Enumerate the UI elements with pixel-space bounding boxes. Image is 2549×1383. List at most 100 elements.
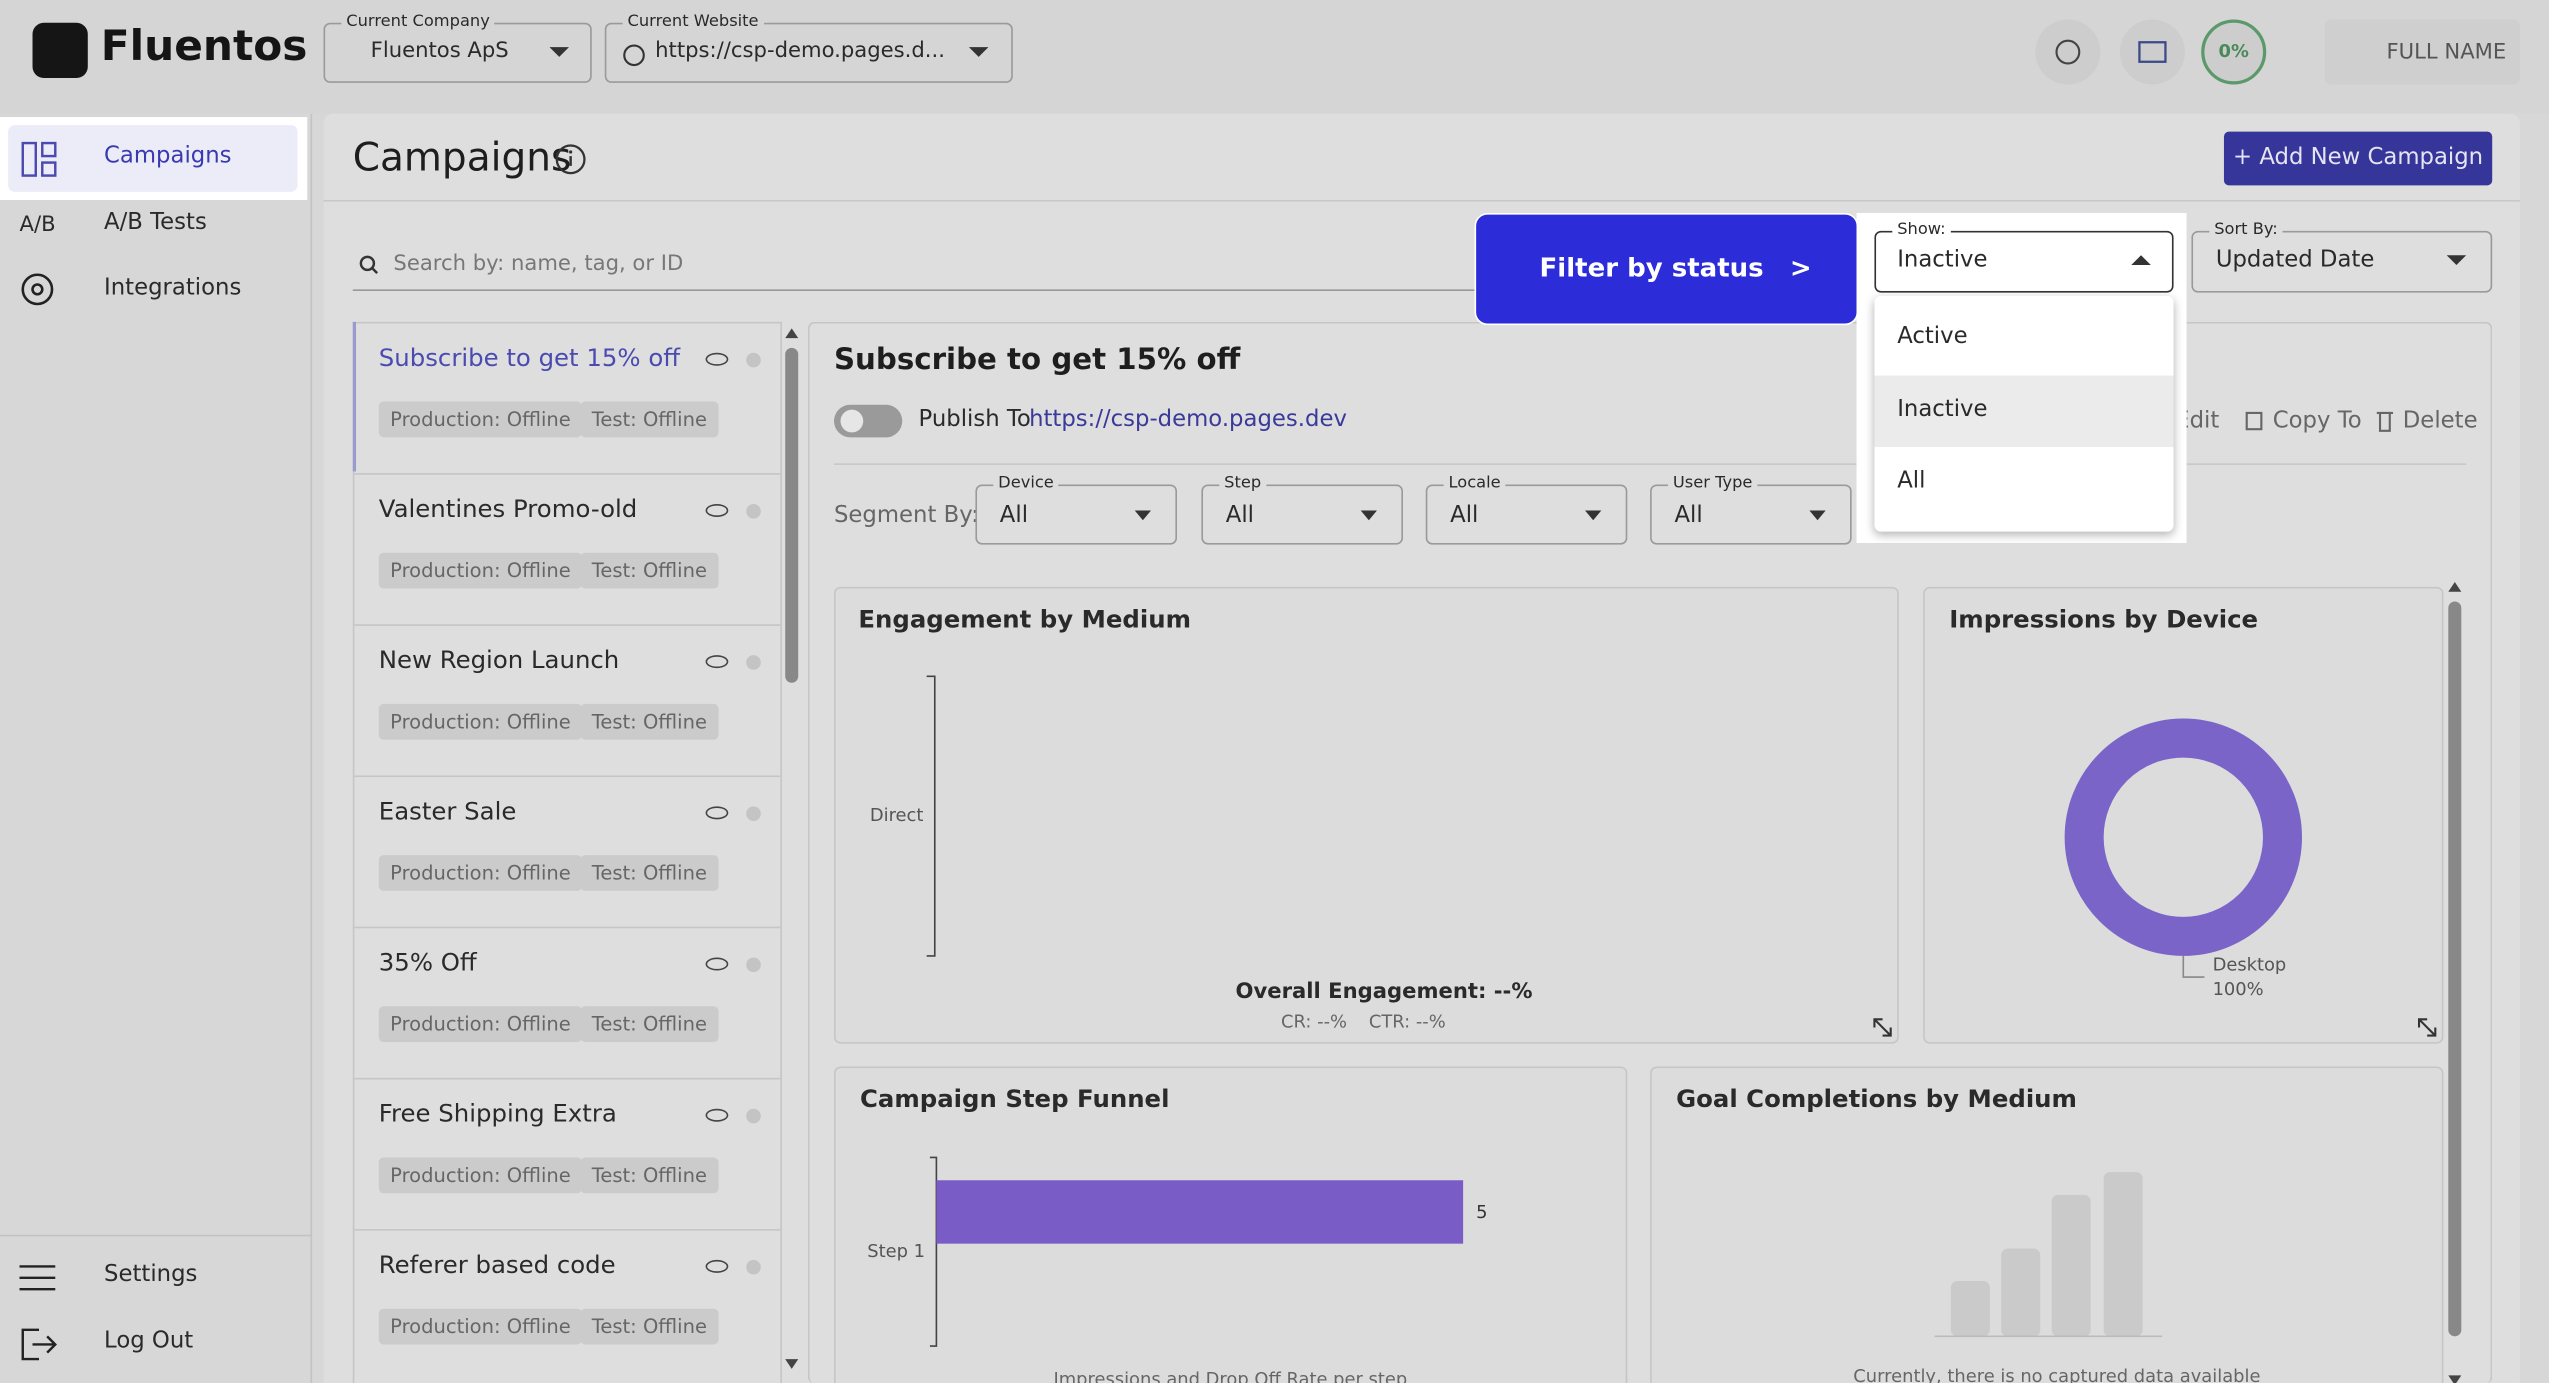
nav-icons <box>0 141 313 1361</box>
status-chip: Test: Offline <box>580 855 719 891</box>
company: Fluentos ApS <box>370 39 509 64</box>
detail-title: Subscribe to get 15% off <box>833 343 1241 378</box>
ctr: CTR: --% <box>1368 1011 1446 1033</box>
copy-action[interactable]: Copy To <box>2272 408 2362 435</box>
user[interactable]: FULL NAME <box>2386 40 2507 66</box>
search-placeholder: Search by: name, tag, or ID <box>393 251 684 277</box>
eye-icon <box>705 957 729 971</box>
cr: CR: --% <box>1281 1011 1348 1033</box>
search-icon <box>359 255 379 274</box>
sidebar <box>0 113 313 1383</box>
engagement-title: Engagement by Medium <box>858 604 1192 635</box>
campaign-name[interactable]: Valentines Promo-old <box>378 494 638 524</box>
nav-item[interactable]: Settings <box>104 1261 198 1288</box>
campaign-list <box>352 321 782 1383</box>
logo: Fluentos <box>100 22 308 72</box>
slice-value: 100% <box>2213 979 2264 1000</box>
campaign-name[interactable]: Subscribe to get 15% off <box>378 343 681 373</box>
nav-item[interactable]: Campaigns <box>104 143 232 170</box>
goals-empty: Currently, there is no captured data ava… <box>1853 1365 2261 1383</box>
company-label: Current Company <box>341 13 495 31</box>
divider <box>833 463 2467 465</box>
segment-select[interactable] <box>1201 484 1403 545</box>
status-chip: Production: Offline <box>378 552 583 589</box>
axis <box>926 675 936 957</box>
action-icons <box>2245 411 2394 432</box>
status-chip: Production: Offline <box>378 1308 583 1345</box>
show-select[interactable] <box>1874 230 2174 293</box>
logo-icon <box>32 22 88 79</box>
eye-icon <box>705 352 729 366</box>
website-select[interactable] <box>604 22 1013 83</box>
slice-label: Desktop <box>2213 955 2287 976</box>
campaign-name[interactable]: 35% Off <box>378 947 477 978</box>
show-value: Inactive <box>1897 247 1988 274</box>
delete-action[interactable]: Delete <box>2402 408 2478 435</box>
segment-select[interactable] <box>1425 484 1628 545</box>
status-dot <box>746 957 761 973</box>
category-label: Direct <box>870 805 924 826</box>
ab-icon: A/B <box>19 212 56 238</box>
website: https://csp-demo.pages.d... <box>655 39 945 64</box>
status-chip: Test: Offline <box>580 1308 719 1345</box>
separator <box>354 926 781 929</box>
status-chip: Test: Offline <box>580 552 719 589</box>
show-option[interactable]: Inactive <box>1897 396 1988 423</box>
nav-item[interactable]: A/B Tests <box>104 209 207 236</box>
status-chip: Production: Offline <box>378 1006 583 1043</box>
sort-caret <box>2446 255 2467 265</box>
active-marker <box>352 321 357 472</box>
device-title: Impressions by Device <box>1949 604 2259 635</box>
tooltip-arrow[interactable]: > <box>1789 251 1812 283</box>
info-icon <box>555 144 586 175</box>
campaign-name[interactable]: Referer based code <box>378 1250 616 1280</box>
search[interactable] <box>352 244 1475 292</box>
nav-active <box>8 125 298 192</box>
publish-toggle[interactable] <box>833 403 906 439</box>
status-dot <box>746 352 761 368</box>
funnel-title: Campaign Step Funnel <box>859 1084 1170 1114</box>
list-scrollbar <box>785 328 799 1369</box>
segment-label: Step <box>1219 474 1267 493</box>
campaign-name[interactable]: Free Shipping Extra <box>378 1098 617 1129</box>
tooltip[interactable] <box>1474 212 1859 326</box>
funnel-xlabel: Impressions and Drop Off Rate per step <box>1053 1368 1408 1383</box>
segment-value: All <box>1225 502 1254 529</box>
tooltip-text: Filter by status <box>1539 251 1764 283</box>
option-hover <box>1874 375 2174 448</box>
status-chip: Production: Offline <box>378 1157 583 1194</box>
website-label: Current Website <box>622 13 764 31</box>
sort-select[interactable] <box>2191 230 2493 293</box>
publish-url[interactable]: https://csp-demo.pages.dev <box>1029 406 1347 433</box>
overall-engagement: Overall Engagement: --% <box>1235 980 1533 1005</box>
funnel-bar <box>936 1180 1464 1244</box>
segment-select[interactable] <box>975 484 1178 545</box>
nav-item[interactable]: Integrations <box>104 274 242 301</box>
segment-caret <box>1809 510 1826 521</box>
eye-icon <box>705 1108 729 1122</box>
segment-label: Segment By: <box>833 502 979 529</box>
status-dot <box>746 1108 761 1124</box>
separator <box>354 775 781 778</box>
nav-item[interactable]: Log Out <box>104 1328 194 1355</box>
status-chip: Test: Offline <box>580 703 719 740</box>
eye-icon <box>705 655 729 669</box>
segment-label: Device <box>993 474 1059 493</box>
goals-title: Goal Completions by Medium <box>1676 1084 2077 1114</box>
status-dot <box>746 806 761 821</box>
segment-caret <box>1134 510 1151 521</box>
add-button[interactable]: + Add New Campaign <box>2223 131 2493 186</box>
show-option[interactable]: Active <box>1897 323 1968 350</box>
leader-line <box>2182 955 2205 978</box>
campaign-name[interactable]: Easter Sale <box>378 796 517 826</box>
sort-value: Updated Date <box>2215 247 2375 274</box>
campaign-name[interactable]: New Region Launch <box>378 645 620 675</box>
segment-value: All <box>1674 502 1703 529</box>
eye-icon <box>705 503 729 517</box>
show-option[interactable]: All <box>1897 468 1926 495</box>
divider <box>323 199 2520 202</box>
status-chip: Production: Offline <box>378 401 583 438</box>
status-chip: Test: Offline <box>580 401 719 438</box>
separator <box>354 473 781 475</box>
